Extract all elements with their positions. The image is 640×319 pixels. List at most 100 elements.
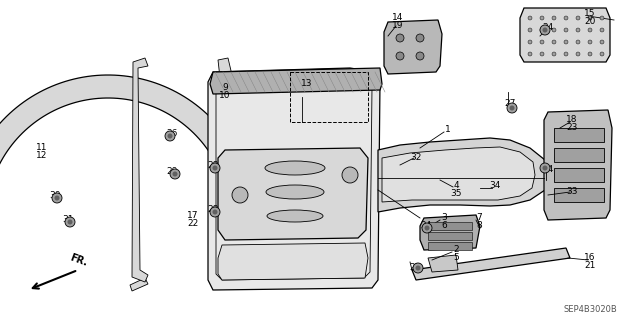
Circle shape xyxy=(416,34,424,42)
Circle shape xyxy=(588,52,592,56)
Polygon shape xyxy=(208,68,380,290)
Circle shape xyxy=(509,106,515,110)
Circle shape xyxy=(415,265,420,271)
Circle shape xyxy=(588,40,592,44)
Text: 34: 34 xyxy=(490,182,500,190)
Text: 9: 9 xyxy=(222,84,228,93)
Circle shape xyxy=(600,16,604,20)
Text: 31: 31 xyxy=(62,216,74,225)
Circle shape xyxy=(212,166,218,170)
Text: 5: 5 xyxy=(453,254,459,263)
Text: 12: 12 xyxy=(36,152,48,160)
Circle shape xyxy=(210,207,220,217)
Circle shape xyxy=(552,52,556,56)
Polygon shape xyxy=(218,148,368,240)
Circle shape xyxy=(576,16,580,20)
Circle shape xyxy=(413,263,423,273)
Text: 26: 26 xyxy=(166,130,178,138)
Text: 19: 19 xyxy=(392,21,404,31)
Text: 17: 17 xyxy=(188,211,199,220)
Text: 30: 30 xyxy=(49,191,61,201)
Circle shape xyxy=(540,28,544,32)
Circle shape xyxy=(540,52,544,56)
Text: 3: 3 xyxy=(441,213,447,222)
Circle shape xyxy=(564,28,568,32)
Circle shape xyxy=(588,28,592,32)
Text: 14: 14 xyxy=(392,13,404,23)
Polygon shape xyxy=(412,248,570,280)
Polygon shape xyxy=(420,215,480,250)
Circle shape xyxy=(576,40,580,44)
Circle shape xyxy=(540,25,550,35)
Text: 25: 25 xyxy=(410,263,420,272)
Ellipse shape xyxy=(266,185,324,199)
Text: 33: 33 xyxy=(566,188,578,197)
Circle shape xyxy=(540,16,544,20)
Polygon shape xyxy=(428,232,472,240)
Polygon shape xyxy=(210,68,382,94)
Polygon shape xyxy=(382,147,535,202)
Text: FR.: FR. xyxy=(68,252,88,268)
Circle shape xyxy=(528,28,532,32)
Text: 1: 1 xyxy=(445,125,451,135)
Text: 16: 16 xyxy=(584,254,596,263)
Ellipse shape xyxy=(267,210,323,222)
Circle shape xyxy=(165,131,175,141)
Text: 21: 21 xyxy=(584,262,596,271)
Circle shape xyxy=(396,34,404,42)
Circle shape xyxy=(564,16,568,20)
Circle shape xyxy=(600,28,604,32)
Text: 11: 11 xyxy=(36,144,48,152)
Polygon shape xyxy=(132,58,148,282)
Circle shape xyxy=(576,28,580,32)
Polygon shape xyxy=(554,148,604,162)
Circle shape xyxy=(543,27,547,33)
Text: 10: 10 xyxy=(220,92,231,100)
Text: 15: 15 xyxy=(584,10,596,19)
Circle shape xyxy=(576,52,580,56)
Circle shape xyxy=(52,193,62,203)
Text: 20: 20 xyxy=(584,18,596,26)
Polygon shape xyxy=(218,58,232,78)
Ellipse shape xyxy=(265,161,325,175)
Circle shape xyxy=(528,16,532,20)
Circle shape xyxy=(528,52,532,56)
Circle shape xyxy=(212,210,218,214)
Circle shape xyxy=(424,226,429,231)
Text: 6: 6 xyxy=(441,221,447,231)
Circle shape xyxy=(67,219,72,225)
Circle shape xyxy=(552,28,556,32)
Text: 29: 29 xyxy=(166,167,178,176)
Circle shape xyxy=(232,187,248,203)
Text: 27: 27 xyxy=(504,100,516,108)
Circle shape xyxy=(528,40,532,44)
Text: 8: 8 xyxy=(476,221,482,231)
Circle shape xyxy=(564,40,568,44)
Text: 7: 7 xyxy=(476,213,482,222)
Circle shape xyxy=(540,40,544,44)
Polygon shape xyxy=(520,8,610,62)
Polygon shape xyxy=(384,20,442,74)
Text: 28: 28 xyxy=(207,205,219,214)
Circle shape xyxy=(173,172,177,176)
Polygon shape xyxy=(130,278,148,291)
Circle shape xyxy=(588,16,592,20)
Text: 4: 4 xyxy=(453,181,459,189)
Circle shape xyxy=(600,52,604,56)
Polygon shape xyxy=(554,128,604,142)
Polygon shape xyxy=(218,243,368,280)
Text: SEP4B3020B: SEP4B3020B xyxy=(563,306,617,315)
Circle shape xyxy=(507,103,517,113)
Circle shape xyxy=(65,217,75,227)
Text: 22: 22 xyxy=(188,219,198,228)
Polygon shape xyxy=(378,138,548,212)
Text: 2: 2 xyxy=(453,246,459,255)
Circle shape xyxy=(552,16,556,20)
Text: 32: 32 xyxy=(410,153,422,162)
Circle shape xyxy=(168,133,173,138)
Circle shape xyxy=(564,52,568,56)
Circle shape xyxy=(543,166,547,170)
Text: 28: 28 xyxy=(207,161,219,170)
Polygon shape xyxy=(544,110,612,220)
Circle shape xyxy=(396,52,404,60)
